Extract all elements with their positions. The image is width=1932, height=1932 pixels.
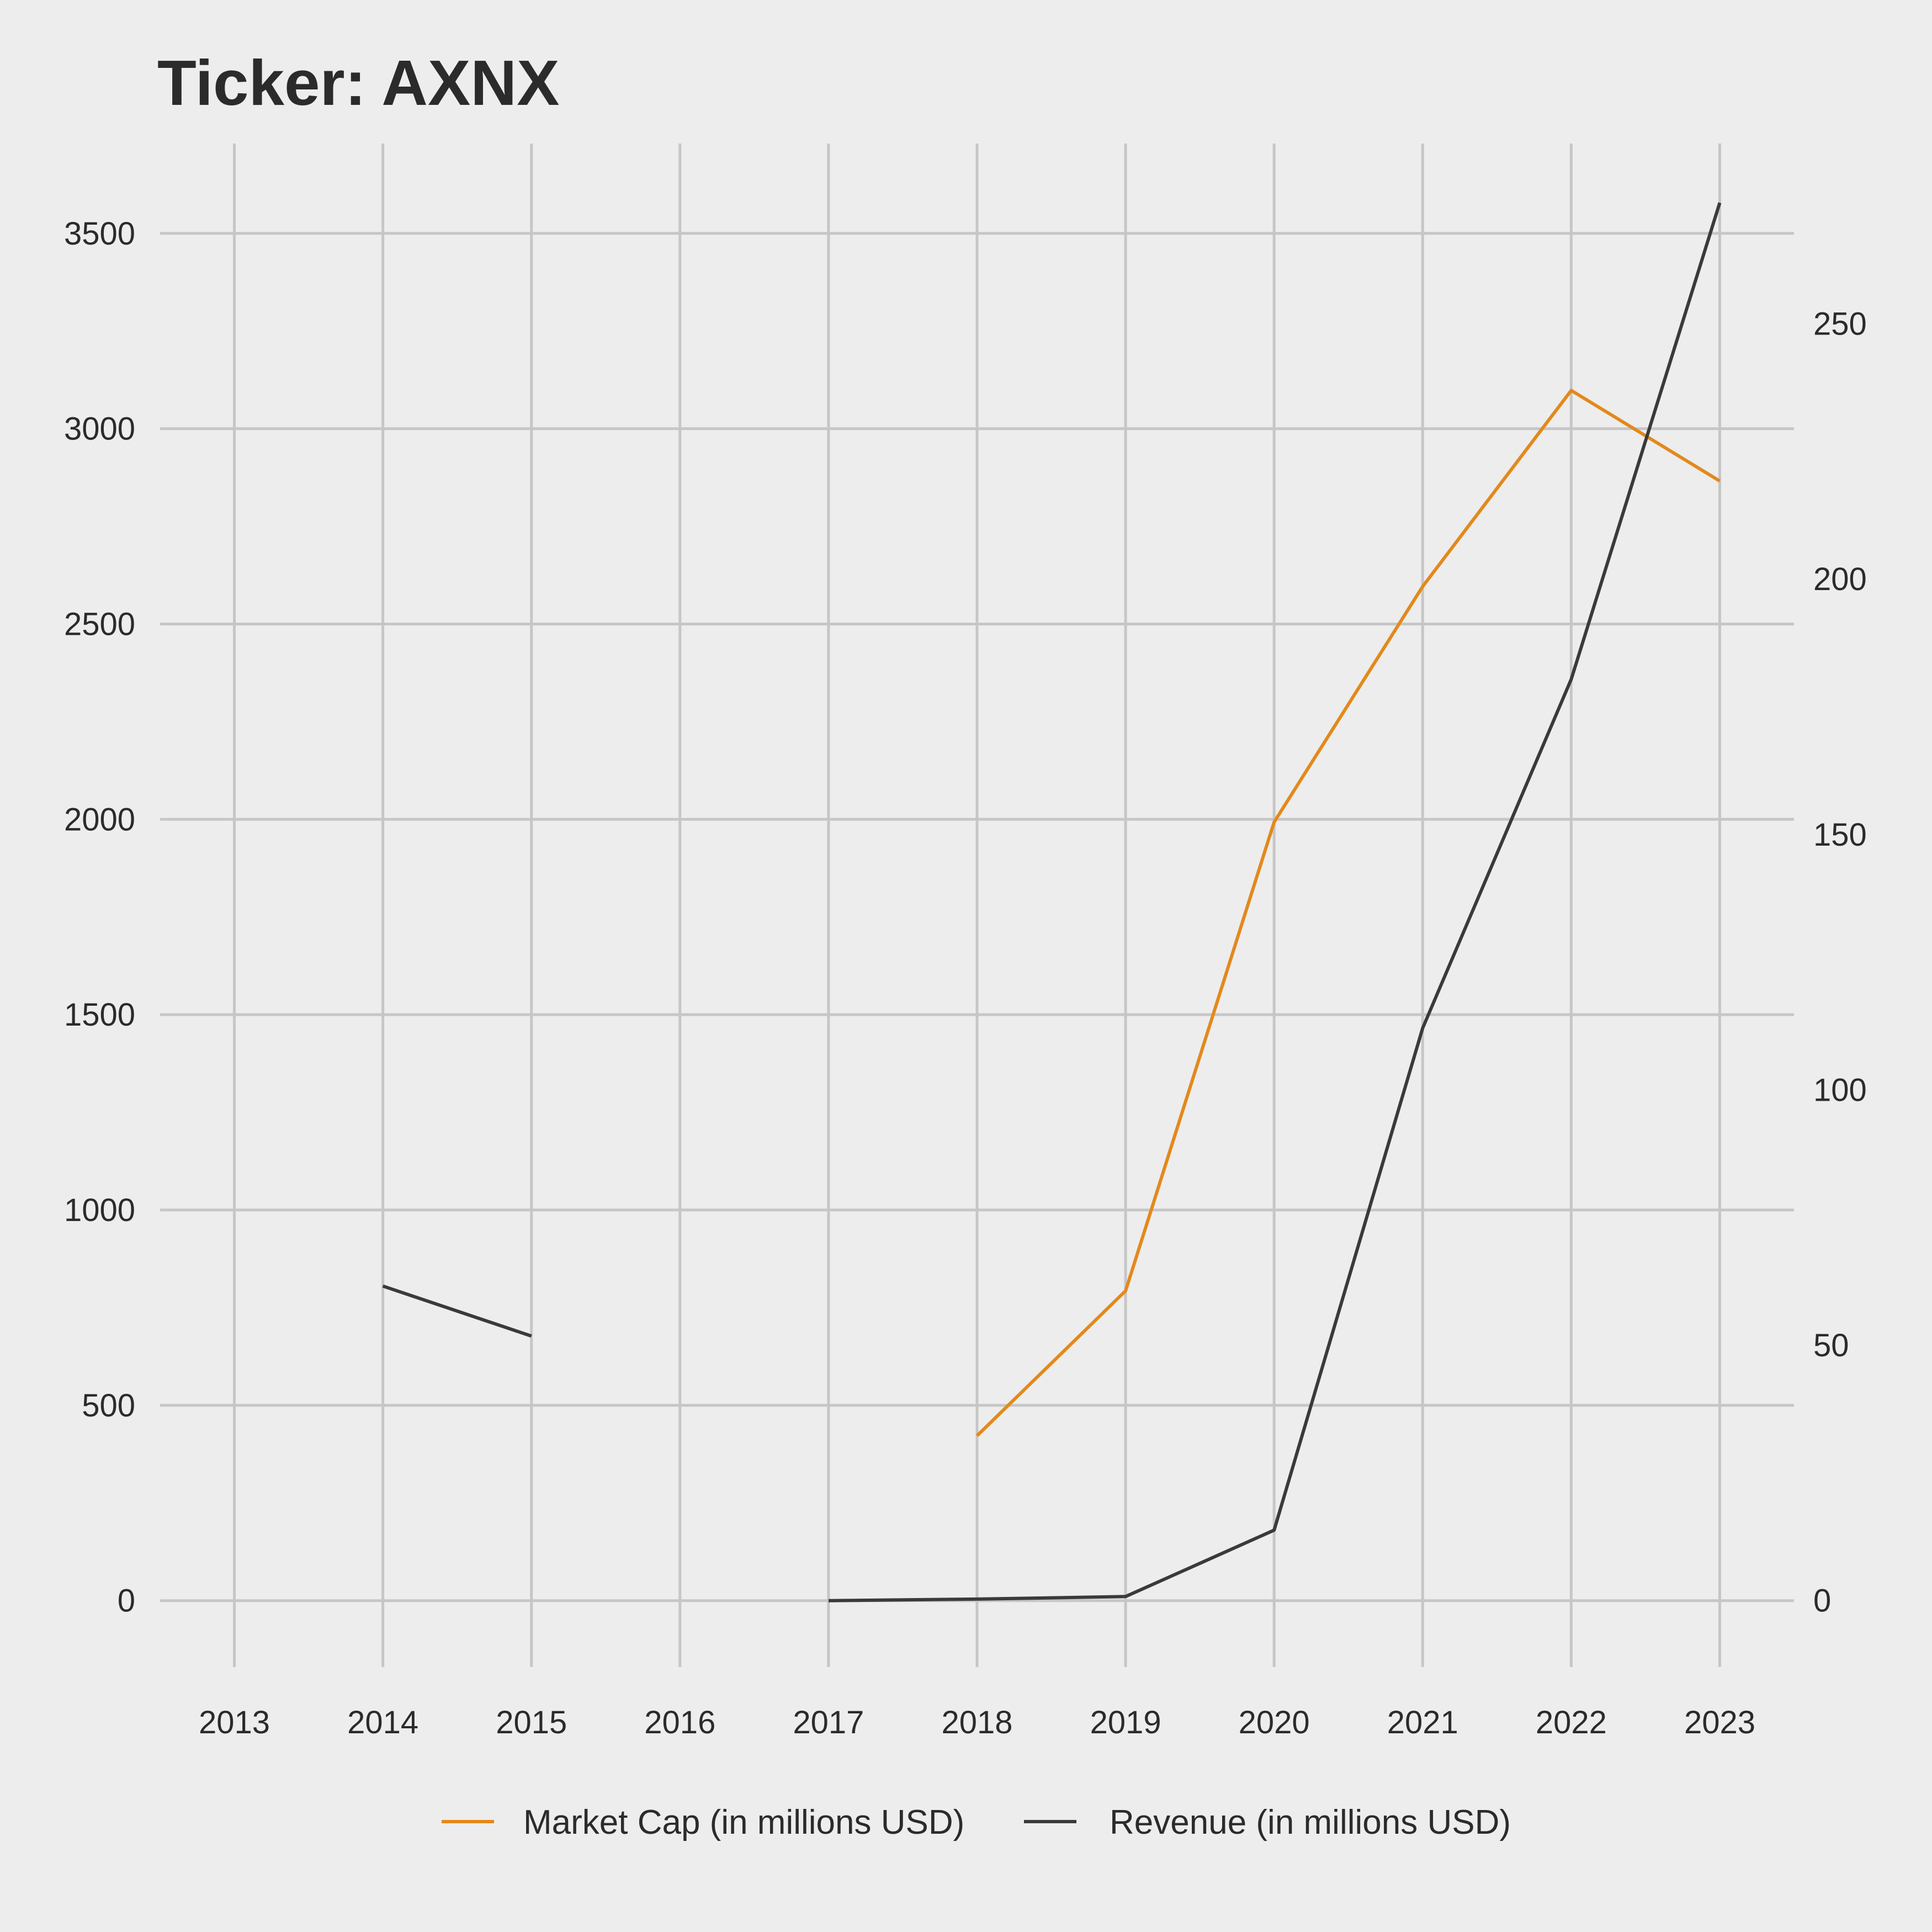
series-line-segment bbox=[382, 1284, 532, 1338]
left-y-tick-label: 3000 bbox=[64, 411, 135, 447]
x-tick-label: 2014 bbox=[347, 1705, 418, 1740]
legend: Market Cap (in millions USD) Revenue (in … bbox=[442, 1803, 1511, 1841]
left-y-tick-label: 1000 bbox=[64, 1192, 135, 1228]
left-y-tick-label: 2500 bbox=[64, 606, 135, 642]
right-y-tick-label: 200 bbox=[1813, 561, 1867, 597]
x-tick-label: 2015 bbox=[496, 1705, 567, 1740]
series-line-segment bbox=[975, 389, 1721, 1437]
series-market-cap bbox=[975, 389, 1721, 1437]
left-y-tick-label: 2000 bbox=[64, 802, 135, 837]
right-y-tick-label: 150 bbox=[1813, 817, 1867, 853]
left-y-tick-label: 500 bbox=[82, 1388, 135, 1424]
x-tick-label: 2020 bbox=[1239, 1705, 1310, 1740]
series-revenue bbox=[382, 202, 1722, 1602]
right-y-tick-label: 100 bbox=[1813, 1072, 1867, 1108]
right-y-tick-label: 50 bbox=[1813, 1328, 1849, 1363]
right-y-tick-label: 0 bbox=[1813, 1583, 1831, 1619]
x-tick-label: 2017 bbox=[793, 1705, 864, 1740]
left-y-tick-label: 1500 bbox=[64, 997, 135, 1033]
legend-label: Revenue (in millions USD) bbox=[1110, 1803, 1511, 1841]
left-y-axis-ticks: 0 500 1000 1500 2000 2500 3000 3500 bbox=[64, 216, 135, 1619]
x-tick-label: 2019 bbox=[1090, 1705, 1161, 1740]
chart-title: Ticker: AXNX bbox=[157, 47, 560, 119]
x-axis-ticks: 2013 2014 2015 2016 2017 2018 2019 2020 2021 2022… bbox=[199, 1705, 1755, 1740]
x-tick-label: 2016 bbox=[644, 1705, 715, 1740]
right-y-tick-label: 250 bbox=[1813, 306, 1867, 342]
x-tick-label: 2018 bbox=[941, 1705, 1012, 1740]
series-line-segment bbox=[828, 202, 1722, 1602]
x-tick-label: 2023 bbox=[1684, 1705, 1755, 1740]
x-tick-label: 2021 bbox=[1387, 1705, 1458, 1740]
left-y-tick-label: 0 bbox=[118, 1583, 135, 1619]
x-tick-label: 2013 bbox=[199, 1705, 270, 1740]
x-tick-label: 2022 bbox=[1536, 1705, 1607, 1740]
series bbox=[382, 202, 1722, 1602]
legend-label: Market Cap (in millions USD) bbox=[523, 1803, 964, 1841]
grid bbox=[160, 144, 1794, 1667]
right-y-axis-ticks: 0 50 100 150 200 250 bbox=[1813, 306, 1867, 1619]
left-y-tick-label: 3500 bbox=[64, 216, 135, 252]
